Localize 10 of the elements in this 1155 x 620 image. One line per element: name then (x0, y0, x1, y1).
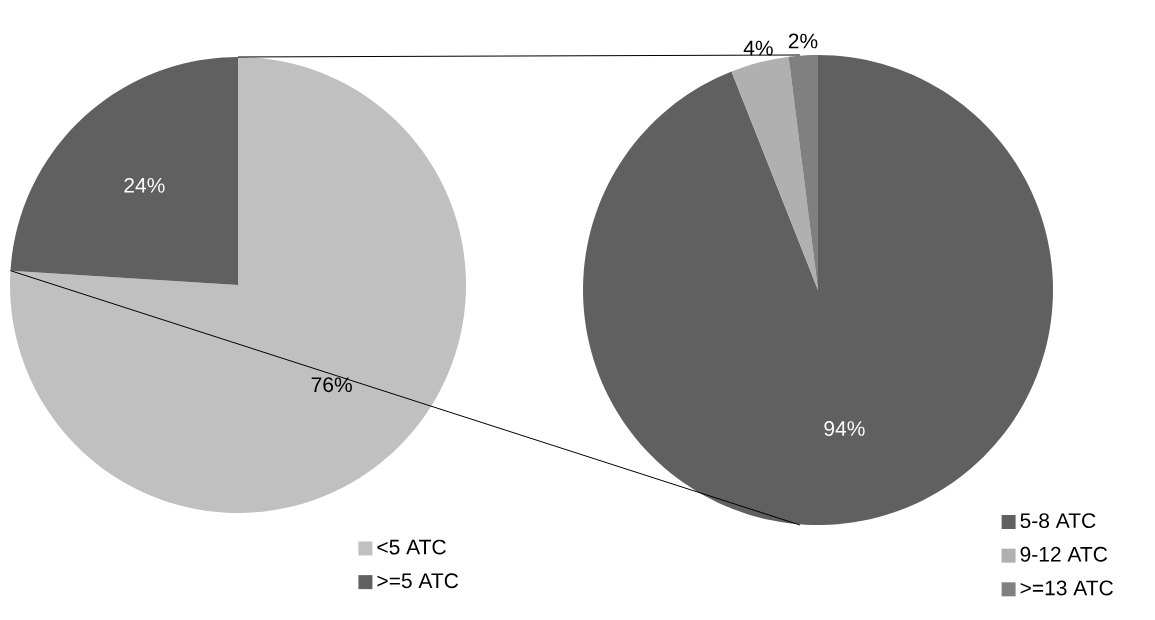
data-label: 76% (311, 377, 352, 393)
legend-label: >=13 ATC (1020, 580, 1113, 596)
data-label: 4% (743, 40, 773, 56)
legend-label: 9-12 ATC (1020, 546, 1108, 562)
data-label: 94% (824, 421, 865, 436)
legend-label: <5 ATC (377, 539, 446, 555)
legend-label: >=5 ATC (377, 573, 459, 589)
data-label: 24% (124, 177, 165, 193)
data-label: 2% (788, 33, 818, 49)
legend-label: 5-8 ATC (1020, 513, 1096, 529)
